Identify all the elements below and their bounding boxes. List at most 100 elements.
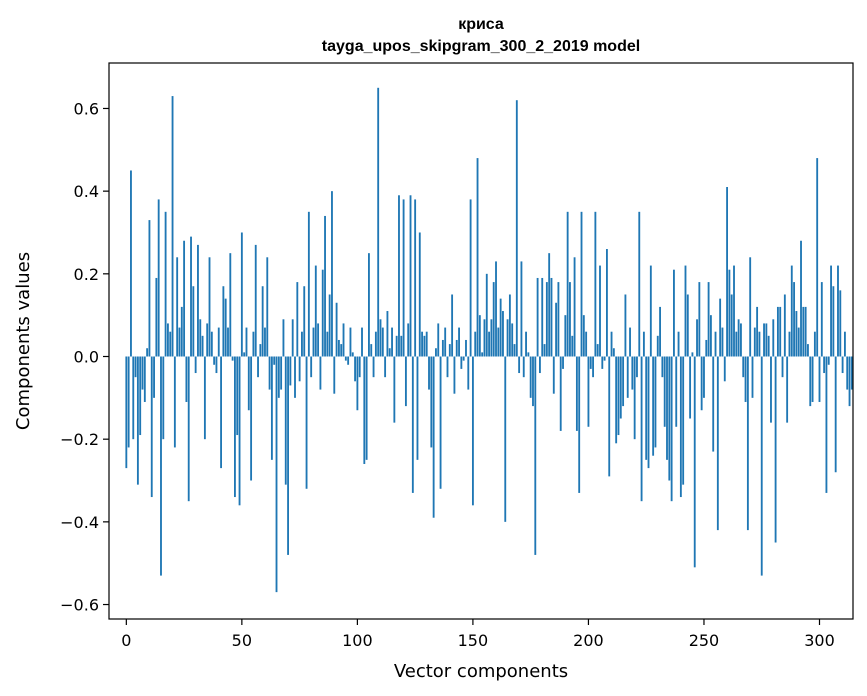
bar-252 [707,282,710,357]
bar-143 [455,339,458,357]
bar-57 [257,356,259,378]
y-tick-label: 0.2 [74,265,99,284]
bar-9 [146,348,149,357]
bar-72 [291,319,294,357]
bar-271 [751,356,754,398]
bar-58 [259,344,262,357]
bar-6 [139,356,142,436]
bar-56 [254,244,257,357]
bar-87 [326,331,329,357]
bar-192 [569,282,571,357]
bar-137 [441,339,444,357]
bar-249 [700,356,703,411]
bar-188 [559,356,562,431]
bar-303 [825,356,828,493]
bar-97 [349,327,352,357]
bar-40 [217,327,220,357]
bar-70 [287,356,289,555]
bar-275 [760,356,763,576]
bar-102 [361,327,363,357]
y-axis: −0.6 −0.4 −0.2 0.0 0.2 0.4 0.6 [60,99,109,615]
y-tick-label: −0.2 [60,430,99,449]
bar-224 [642,331,645,357]
x-axis-label: Vector components [394,661,568,682]
bar-158 [490,319,493,357]
bar-139 [446,356,449,378]
bar-45 [229,253,232,357]
bar-117 [395,335,398,357]
bar-85 [321,269,324,357]
bar-298 [813,331,816,357]
bar-231 [659,306,661,357]
bar-38 [213,356,216,365]
bar-175 [529,356,532,398]
bar-96 [347,356,350,365]
bar-261 [728,269,731,357]
bar-201 [589,356,592,369]
bar-244 [689,356,692,419]
bar-218 [629,327,631,357]
bar-95 [344,356,347,361]
bar-118 [398,195,400,357]
bar-278 [767,335,770,357]
bar-225 [645,356,648,460]
bar-184 [550,277,553,357]
bar-53 [247,356,250,411]
bar-187 [557,282,560,357]
bar-297 [811,356,814,402]
bar-51 [243,352,246,357]
bar-112 [384,356,387,378]
bar-103 [363,356,366,464]
bar-246 [693,356,696,568]
bar-226 [647,356,650,469]
bar-217 [626,356,629,398]
bar-84 [319,356,322,390]
bar-312 [846,356,849,390]
bar-223 [640,356,643,502]
bar-17 [164,211,167,357]
bar-279 [770,356,772,423]
bar-135 [437,323,440,357]
bar-68 [282,319,285,357]
bar-94 [342,323,345,357]
bar-181 [543,344,546,357]
bar-106 [370,344,373,357]
bar-178 [536,277,539,357]
bar-82 [314,265,317,357]
bar-4 [134,356,137,378]
bar-19 [169,331,172,357]
plot-frame [108,62,854,620]
bar-149 [469,199,472,357]
bar-153 [478,315,481,357]
bar-142 [453,356,456,394]
bar-79 [307,211,310,357]
bar-172 [522,356,525,378]
y-tick-label: −0.6 [60,596,99,615]
bar-108 [374,331,377,357]
bar-138 [444,327,447,357]
bar-308 [837,265,839,357]
bar-42 [222,286,225,357]
bar-54 [250,356,253,481]
bar-284 [781,356,784,378]
bar-2 [130,170,132,357]
bar-46 [231,356,234,361]
bar-302 [823,356,826,374]
bar-62 [268,356,271,390]
bar-277 [765,323,768,357]
bar-163 [502,311,504,357]
bar-93 [340,344,343,357]
bar-248 [698,282,701,357]
bar-264 [735,331,738,357]
bar-15 [160,356,162,576]
bar-66 [277,356,280,398]
bar-31 [197,244,199,357]
bar-130 [425,331,428,357]
bar-132 [430,356,433,448]
bar-295 [807,344,809,357]
bar-63 [270,356,273,460]
bar-276 [763,323,765,357]
bar-39 [215,356,218,374]
bar-3 [132,356,135,440]
bar-131 [428,356,430,390]
